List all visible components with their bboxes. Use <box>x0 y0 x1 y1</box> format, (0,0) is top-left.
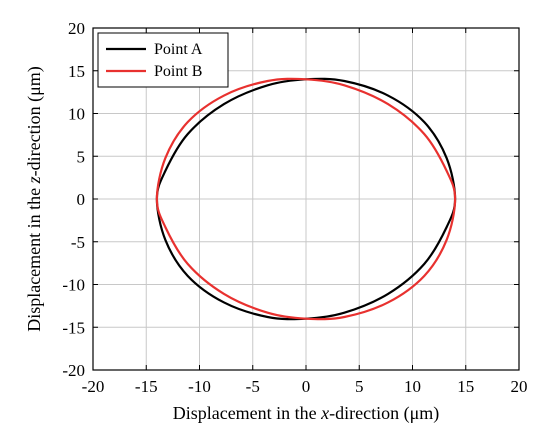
x-tick-label: 20 <box>511 377 528 396</box>
x-tick-label: 10 <box>404 377 421 396</box>
x-tick-label: 15 <box>457 377 474 396</box>
x-tick-label: -20 <box>82 377 105 396</box>
y-tick-label: -20 <box>62 361 85 380</box>
x-axis-title: Displacement in the x-direction (μm) <box>173 403 440 424</box>
legend-label: Point B <box>154 63 202 80</box>
y-tick-label: 5 <box>77 147 86 166</box>
y-axis-title: Displacement in the z-direction (μm) <box>24 66 45 332</box>
x-tick-label: -5 <box>246 377 260 396</box>
y-tick-label: -10 <box>62 276 85 295</box>
series-line-point-b <box>155 77 457 321</box>
x-tick-label: 0 <box>302 377 311 396</box>
y-tick-label: 10 <box>68 105 85 124</box>
legend-label: Point A <box>154 41 203 58</box>
x-tick-label: 5 <box>355 377 364 396</box>
x-tick-label: -15 <box>135 377 158 396</box>
y-tick-label: -15 <box>62 318 85 337</box>
legend-box <box>97 32 229 88</box>
y-tick-label: 0 <box>77 190 86 209</box>
y-tick-label: 20 <box>68 19 85 38</box>
y-tick-label: -5 <box>71 233 85 252</box>
x-tick-label: -10 <box>188 377 211 396</box>
y-tick-label: 15 <box>68 62 85 81</box>
